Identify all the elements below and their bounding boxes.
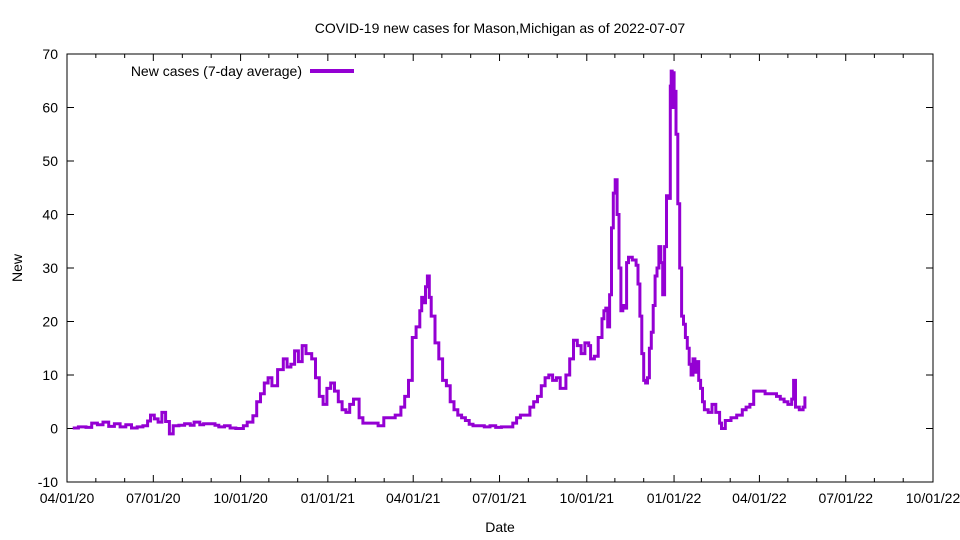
x-tick-label: 04/01/21: [386, 490, 441, 506]
y-tick-label: 40: [42, 207, 58, 223]
x-tick-label: 10/01/22: [906, 490, 960, 506]
y-tick-label: 70: [42, 46, 58, 62]
y-tick-label: 30: [42, 260, 58, 276]
y-tick-label: 60: [42, 100, 58, 116]
y-tick-label: 20: [42, 314, 58, 330]
x-tick-label: 10/01/20: [213, 490, 268, 506]
y-tick-label: 0: [50, 421, 58, 437]
series-line: [72, 69, 807, 436]
x-tick-label: 04/01/20: [40, 490, 95, 506]
x-tick-label: 07/01/22: [818, 490, 873, 506]
x-tick-label: 01/01/21: [301, 490, 356, 506]
axis-ticks: [66, 53, 934, 483]
x-axis-label: Date: [485, 519, 515, 535]
x-tick-label: 04/01/22: [732, 490, 787, 506]
legend-label: New cases (7-day average): [131, 63, 302, 79]
x-tick-label: 07/01/20: [126, 490, 181, 506]
x-tick-labels: 04/01/20 07/01/20 10/01/20 01/01/21 04/01/21…: [40, 490, 960, 506]
legend: New cases (7-day average): [131, 63, 354, 79]
chart-title: COVID-19 new cases for Mason,Michigan as…: [315, 20, 686, 36]
x-tick-label: 10/01/21: [560, 490, 615, 506]
x-tick-label: 01/01/22: [647, 490, 702, 506]
y-axis-label: New: [9, 253, 25, 282]
y-tick-labels: -10 0 10 20 30 40 50 60 70: [38, 46, 58, 490]
plot-frame: [66, 53, 934, 483]
y-tick-label: 10: [42, 367, 58, 383]
x-tick-label: 07/01/21: [472, 490, 527, 506]
y-tick-label: -10: [38, 474, 58, 490]
y-tick-label: 50: [42, 153, 58, 169]
